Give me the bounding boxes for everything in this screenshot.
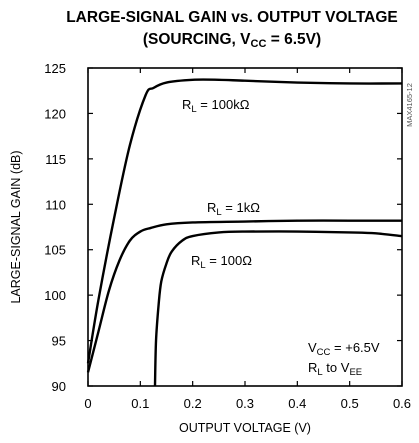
label-bg-1k [203, 197, 281, 217]
chart-title-line1: LARGE-SIGNAL GAIN vs. OUTPUT VOLTAGE [66, 9, 398, 26]
x-tick-label: 0 [84, 396, 91, 411]
x-tick-label: 0.3 [236, 396, 254, 411]
label-bg-100k [178, 93, 270, 113]
x-tick-label: 0.5 [341, 396, 359, 411]
curve-rl-100 [153, 230, 403, 387]
y-tick-label: 100 [44, 288, 66, 303]
y-tick-label: 110 [45, 197, 66, 212]
x-axis-label: OUTPUT VOLTAGE (V) [179, 421, 311, 435]
y-tick-label: 105 [44, 243, 66, 258]
y-axis-ticks: 90 95 100 105 110 115 120 125 [44, 61, 402, 394]
x-tick-label: 0.6 [393, 396, 411, 411]
series-curves [86, 78, 403, 387]
y-tick-label: 115 [45, 152, 66, 167]
series-label-100k: RL = 100kΩ [182, 97, 250, 115]
y-tick-label: 120 [44, 106, 66, 121]
x-tick-label: 0.1 [131, 396, 149, 411]
y-axis-label: LARGE-SIGNAL GAIN (dB) [9, 150, 23, 303]
curve-rl-100k [86, 78, 403, 364]
y-tick-label: 90 [52, 379, 66, 394]
y-tick-label: 125 [44, 61, 66, 76]
x-tick-label: 0.4 [288, 396, 306, 411]
condition-vcc: VCC = +6.5V [308, 340, 380, 358]
series-label-100: RL = 100Ω [191, 253, 252, 271]
condition-rl: RL to VEE [308, 360, 362, 378]
series-label-1k: RL = 1kΩ [207, 200, 260, 218]
y-tick-label: 95 [52, 334, 66, 349]
part-number-watermark: MAX4165-12 [405, 83, 414, 127]
x-axis-ticks: 0 0.1 0.2 0.3 0.4 0.5 0.6 [84, 68, 411, 411]
curve-rl-1k [86, 219, 403, 373]
chart-title-line2: (SOURCING, VCC = 6.5V) [143, 31, 321, 50]
plot-area [87, 67, 403, 387]
x-tick-label: 0.2 [184, 396, 202, 411]
